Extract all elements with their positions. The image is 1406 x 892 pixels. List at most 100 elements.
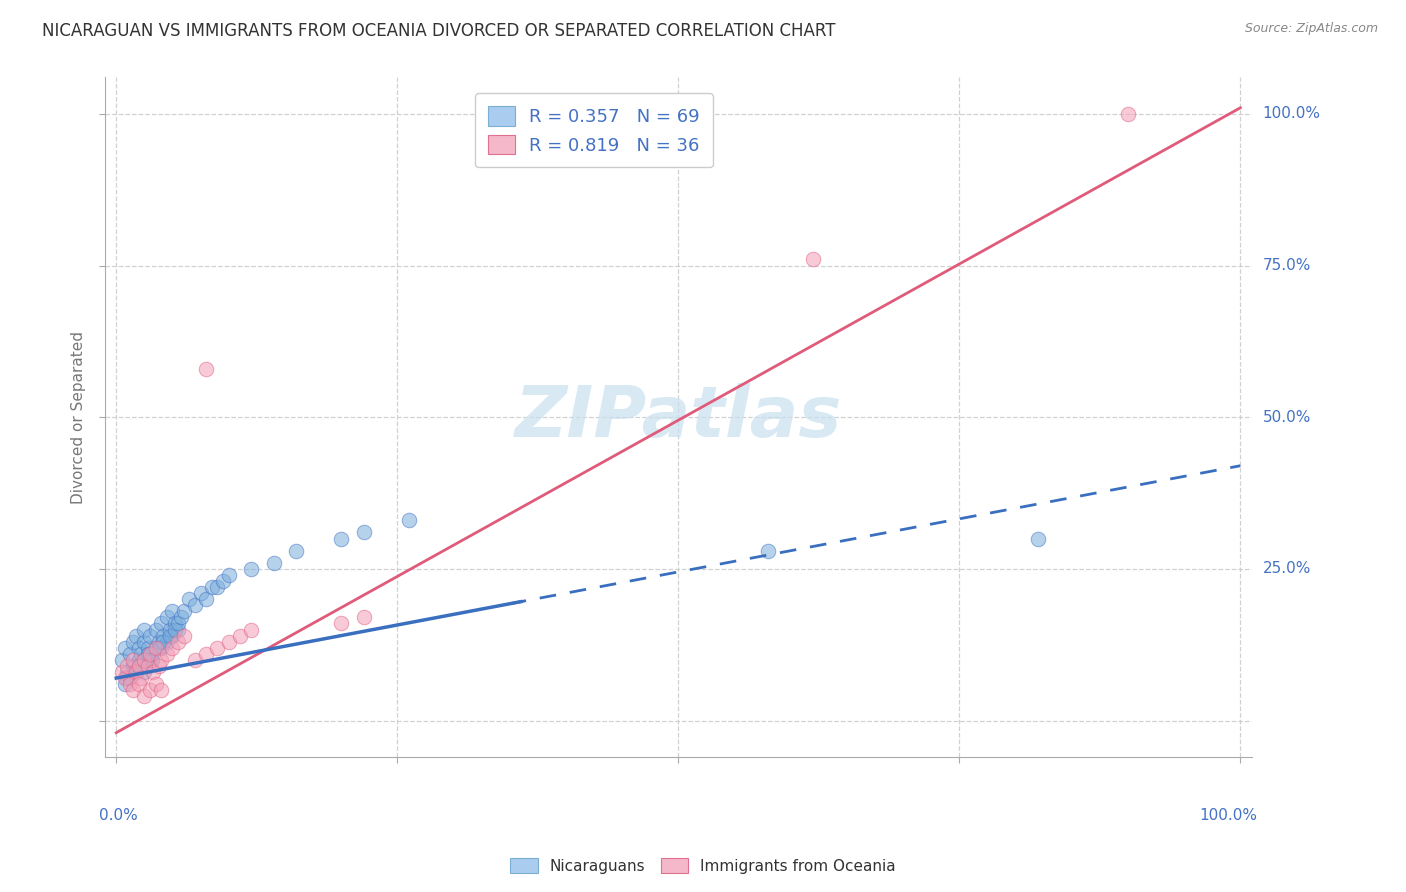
Point <box>134 634 156 648</box>
Legend: Nicaraguans, Immigrants from Oceania: Nicaraguans, Immigrants from Oceania <box>503 852 903 880</box>
Point <box>139 647 162 661</box>
Point <box>139 647 162 661</box>
Point <box>195 361 218 376</box>
Point <box>141 653 163 667</box>
Point <box>195 647 218 661</box>
Point <box>173 604 195 618</box>
Text: 0.0%: 0.0% <box>100 808 138 823</box>
Point <box>184 653 207 667</box>
Text: 100.0%: 100.0% <box>1263 106 1320 121</box>
Point <box>117 659 139 673</box>
Point <box>353 525 375 540</box>
Y-axis label: Divorced or Separated: Divorced or Separated <box>72 331 86 504</box>
Point <box>162 640 184 655</box>
Point <box>139 629 162 643</box>
Point <box>229 629 252 643</box>
Point <box>398 513 420 527</box>
Point <box>128 659 150 673</box>
Point <box>218 568 240 582</box>
Point <box>145 623 167 637</box>
Point <box>114 640 136 655</box>
Point <box>118 677 141 691</box>
Point <box>134 653 156 667</box>
Text: 100.0%: 100.0% <box>1199 808 1257 823</box>
Point <box>134 623 156 637</box>
Point <box>117 665 139 679</box>
Point <box>263 556 285 570</box>
Point <box>212 574 235 588</box>
Point <box>190 586 212 600</box>
Text: 25.0%: 25.0% <box>1263 561 1310 576</box>
Point <box>163 616 186 631</box>
Point <box>330 616 353 631</box>
Point <box>167 616 190 631</box>
Text: 75.0%: 75.0% <box>1263 258 1310 273</box>
Point <box>129 659 152 673</box>
Point <box>128 653 150 667</box>
Point <box>134 690 156 704</box>
Point <box>150 616 173 631</box>
Point <box>114 677 136 691</box>
Point <box>152 629 174 643</box>
Point <box>240 562 263 576</box>
Point <box>207 640 229 655</box>
Point <box>1116 107 1139 121</box>
Point <box>134 665 156 679</box>
Point <box>218 634 240 648</box>
Point <box>111 665 134 679</box>
Point <box>122 683 145 698</box>
Point <box>139 653 162 667</box>
Point <box>118 647 141 661</box>
Legend: R = 0.357   N = 69, R = 0.819   N = 36: R = 0.357 N = 69, R = 0.819 N = 36 <box>475 94 713 168</box>
Point <box>150 653 173 667</box>
Point <box>128 659 150 673</box>
Point <box>173 629 195 643</box>
Point <box>122 659 145 673</box>
Point <box>136 640 159 655</box>
Point <box>148 640 170 655</box>
Point <box>111 653 134 667</box>
Point <box>207 580 229 594</box>
Point <box>162 604 184 618</box>
Point <box>195 592 218 607</box>
Point <box>125 665 148 679</box>
Text: 50.0%: 50.0% <box>1263 409 1310 425</box>
Point <box>122 653 145 667</box>
Point <box>145 677 167 691</box>
Point <box>201 580 224 594</box>
Point <box>125 665 148 679</box>
Point <box>129 647 152 661</box>
Point <box>156 634 179 648</box>
Point <box>353 610 375 624</box>
Point <box>148 634 170 648</box>
Point <box>136 659 159 673</box>
Point <box>128 640 150 655</box>
Point <box>118 671 141 685</box>
Point <box>163 623 186 637</box>
Point <box>156 610 179 624</box>
Point <box>122 634 145 648</box>
Point <box>150 640 173 655</box>
Point <box>136 647 159 661</box>
Point <box>141 653 163 667</box>
Point <box>184 599 207 613</box>
Point <box>129 671 152 685</box>
Point <box>330 532 353 546</box>
Point <box>122 665 145 679</box>
Point <box>117 671 139 685</box>
Point <box>285 543 308 558</box>
Point <box>114 671 136 685</box>
Point <box>156 647 179 661</box>
Point <box>142 665 165 679</box>
Point <box>148 659 170 673</box>
Point <box>134 653 156 667</box>
Point <box>139 683 162 698</box>
Point <box>150 683 173 698</box>
Point <box>128 677 150 691</box>
Point <box>167 634 190 648</box>
Point <box>152 634 174 648</box>
Point <box>170 610 193 624</box>
Point <box>145 640 167 655</box>
Text: ZIPatlas: ZIPatlas <box>515 383 842 451</box>
Point <box>179 592 201 607</box>
